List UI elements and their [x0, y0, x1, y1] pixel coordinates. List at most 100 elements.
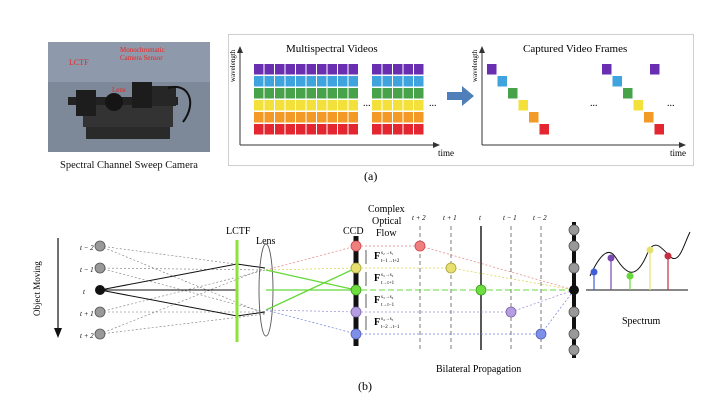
photo-caption: Spectral Channel Sweep Camera [60, 160, 198, 171]
time-label-1: t + 1 [443, 214, 457, 222]
multispectral-title: Multispectral Videos [286, 43, 378, 55]
multispectral-cell [372, 124, 382, 135]
multispectral-cell [275, 64, 285, 75]
multispectral-cell [348, 64, 358, 75]
multispectral-cell [285, 64, 295, 75]
lens-to-ccd-rays [265, 245, 357, 335]
camera-photo [48, 42, 210, 152]
bilateral-label: Bilateral Propagation [436, 364, 521, 375]
multispectral-cell [372, 76, 382, 87]
captured-frame [650, 64, 660, 75]
multispectral-cell [414, 76, 424, 87]
svg-text:s₃→s₂: s₃→s₂ [381, 273, 394, 278]
svg-text:s₂→s₁: s₂→s₁ [381, 251, 394, 256]
right-wavelength-label: wavelength [471, 49, 479, 82]
multispectral-cell [382, 124, 392, 135]
multispectral-cell [275, 112, 285, 123]
multispectral-cell [317, 100, 327, 111]
multispectral-cell [348, 88, 358, 99]
multispectral-cell [306, 100, 316, 111]
svg-text:s₃→s₄: s₃→s₄ [381, 295, 394, 300]
captured-frame [623, 88, 633, 99]
multispectral-cell [348, 100, 358, 111]
multispectral-cell [275, 88, 285, 99]
multispectral-cell [264, 88, 274, 99]
flow-label-2: F s₃→s₄ t→t−1 [374, 295, 395, 308]
multispectral-cell [296, 76, 306, 87]
time-label-3: t − 1 [503, 214, 517, 222]
multispectral-cell [414, 100, 424, 111]
prop-dot-blue [535, 328, 547, 340]
multispectral-cell [285, 112, 295, 123]
svg-text:t−2→t−1: t−2→t−1 [381, 325, 400, 330]
multispectral-cell [338, 88, 348, 99]
svg-text:F: F [374, 317, 380, 328]
captured-frame [497, 76, 507, 87]
multispectral-cell [372, 64, 382, 75]
multispectral-cell [393, 100, 403, 111]
left-time-label: time [438, 148, 454, 158]
multispectral-cell [338, 100, 348, 111]
prop-dot-green [475, 284, 487, 296]
spectrum-point-green [626, 272, 634, 280]
lctf-label: LCTF [226, 226, 251, 237]
ccd-dot-yellow [350, 262, 362, 274]
multispectral-cell [317, 124, 327, 135]
multispectral-cell [414, 124, 424, 135]
svg-text:F: F [374, 251, 380, 262]
left-x-arrow [433, 142, 440, 148]
multispectral-cell [264, 112, 274, 123]
multispectral-cell [403, 76, 413, 87]
multispectral-cell [414, 88, 424, 99]
ccd-dot-red [350, 240, 362, 252]
multispectral-cell [275, 76, 285, 87]
multispectral-cell [306, 76, 316, 87]
multispectral-cell [382, 76, 392, 87]
multispectral-cell [372, 88, 382, 99]
captured-frames-grid [487, 64, 664, 135]
ellipsis-1: ... [363, 98, 371, 109]
multispectral-cell [338, 124, 348, 135]
multispectral-cell [372, 112, 382, 123]
multispectral-cell [296, 112, 306, 123]
time-label-0: t + 2 [412, 214, 426, 222]
t-label-0: t − 2 [80, 244, 94, 252]
multispectral-cell [393, 88, 403, 99]
multispectral-cell [403, 112, 413, 123]
multispectral-cell [382, 64, 392, 75]
multispectral-cell [403, 88, 413, 99]
multispectral-cell [327, 112, 337, 123]
output-dot-1 [568, 240, 580, 252]
multispectral-cell [306, 112, 316, 123]
multispectral-cell [327, 100, 337, 111]
object-moving-label: Object Moving [32, 261, 42, 316]
right-y-arrow [479, 46, 485, 53]
multispectral-cell [414, 64, 424, 75]
ccd-dot-green [350, 284, 362, 296]
ellipsis-4: ... [667, 98, 675, 109]
right-time-label: time [670, 148, 686, 158]
multispectral-cell [296, 88, 306, 99]
time-label-4: t − 2 [533, 214, 547, 222]
multispectral-cell [296, 100, 306, 111]
multispectral-cell [275, 100, 285, 111]
multispectral-cell [264, 100, 274, 111]
panel-a-frame [228, 34, 694, 166]
multispectral-cell [393, 76, 403, 87]
ccd-label: CCD [343, 226, 364, 237]
multispectral-cell [382, 88, 392, 99]
flow-label-3: F s₄→s₅ t−2→t−1 [374, 317, 400, 330]
multispectral-cell [296, 124, 306, 135]
spectrum-curve [589, 231, 691, 277]
flow-label-1: F s₃→s₂ t→t+1 [374, 273, 395, 286]
multispectral-cell [348, 76, 358, 87]
multispectral-cell [372, 100, 382, 111]
captured-frame [539, 124, 549, 135]
svg-text:s₄→s₅: s₄→s₅ [381, 317, 394, 322]
ellipsis-2: ... [429, 98, 437, 109]
multispectral-cell [338, 64, 348, 75]
t-label-2: t [83, 288, 86, 296]
captured-frame [529, 112, 539, 123]
captured-title: Captured Video Frames [523, 43, 627, 55]
captured-frame [518, 100, 528, 111]
